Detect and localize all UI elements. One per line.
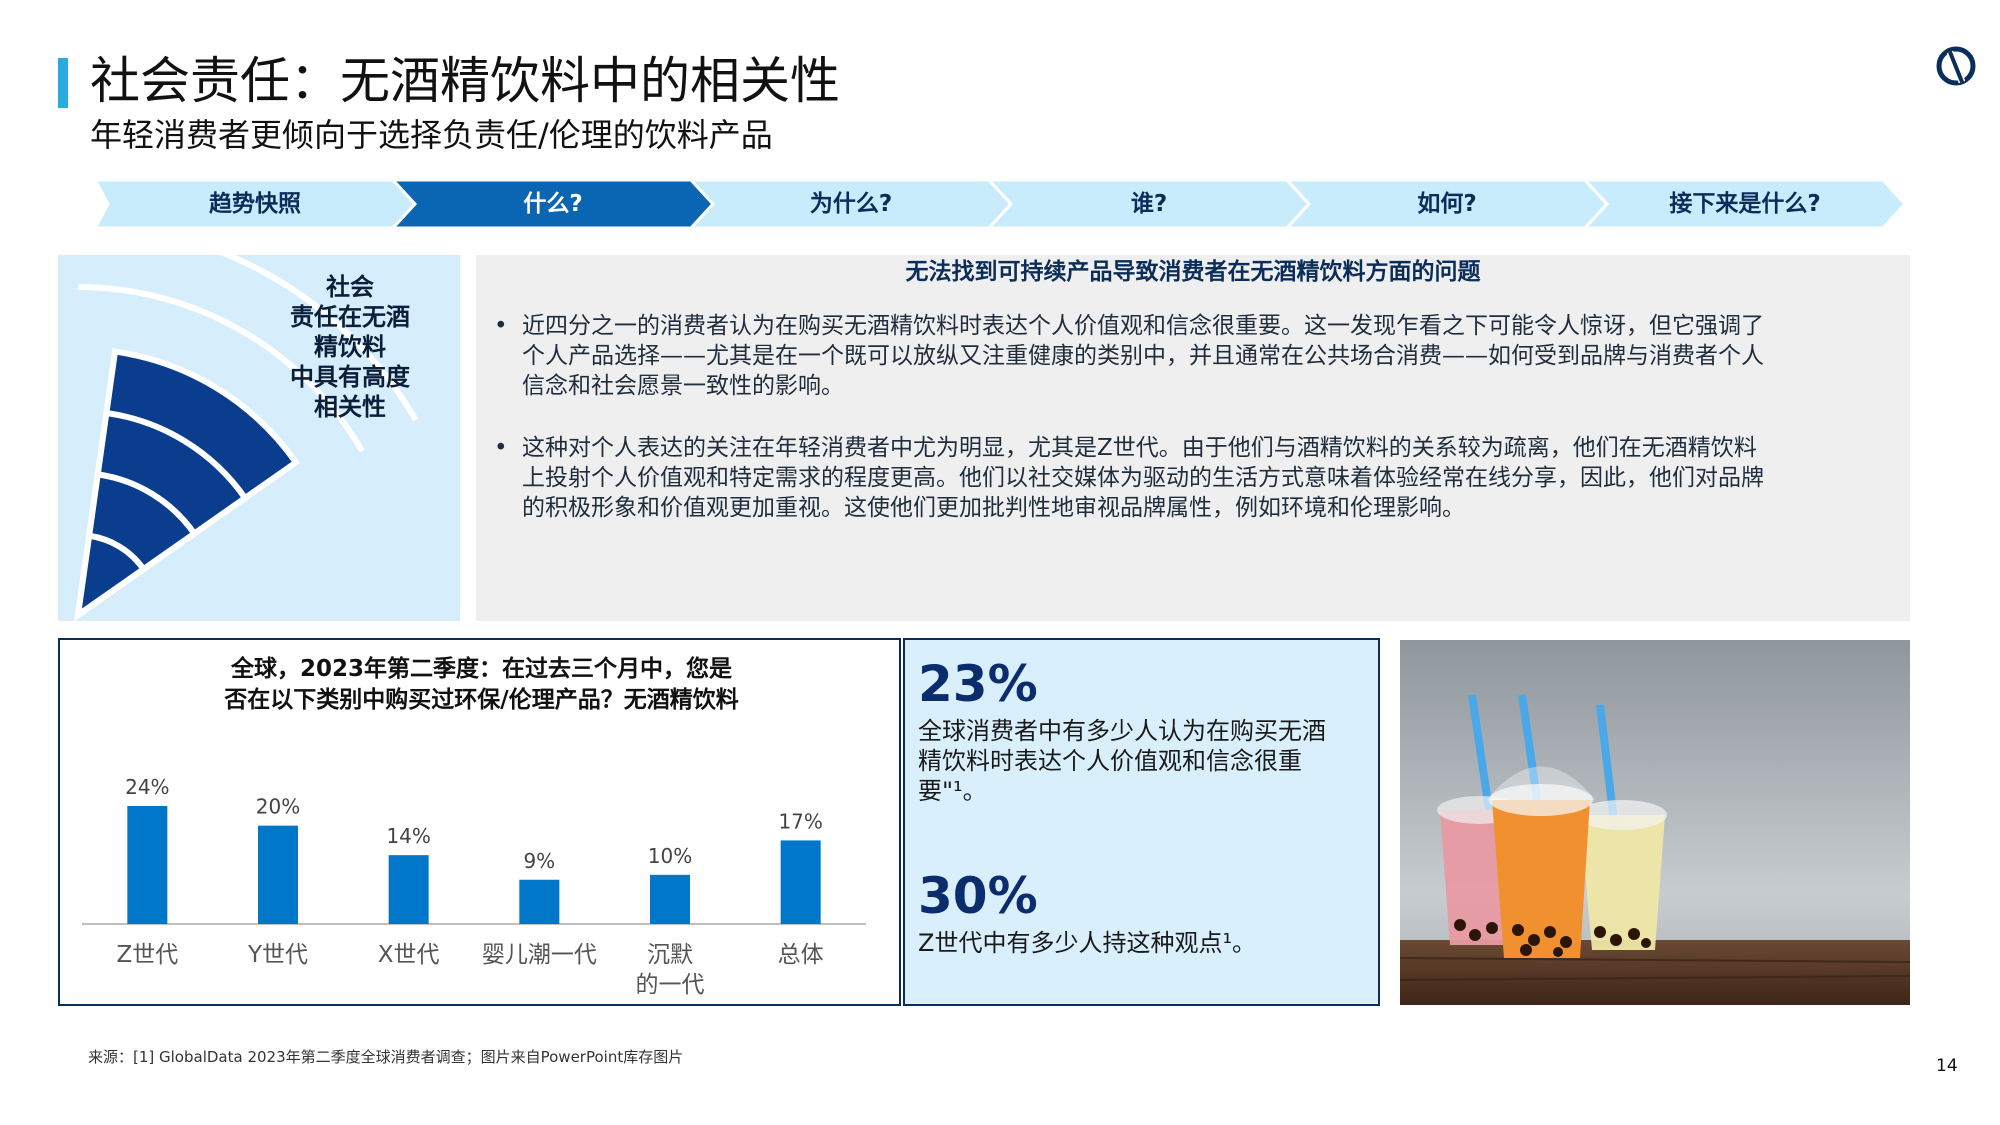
data-label: 14% [386,824,430,848]
stat-line: Z世代中有多少人持这种观点¹。 [918,929,1257,957]
bullet-line: 这种对个人表达的关注在年轻消费者中尤为明显，尤其是Z世代。由于他们与酒精饮料的关… [522,435,1757,461]
bullet-line: 信念和社会愿景一致性的影响。 [522,373,844,399]
category-label: 的一代 [636,972,705,998]
category-label: 总体 [778,942,824,968]
chart-title: 全球，2023年第二季度：在过去三个月中，您是 否在以下类别中购买过环保/伦理产… [60,654,903,716]
relevance-label: 社会 责任在无酒 精饮料 中具有高度 相关性 [250,272,450,422]
relevance-fan-icon [74,255,419,621]
page-number: 14 [1936,1056,1958,1076]
bar-4 [519,879,560,924]
chart-title-line: 全球，2023年第二季度：在过去三个月中，您是 [230,656,732,682]
bullet-line: 个人产品选择——尤其是在一个既可以放纵又注重健康的类别中，并且通常在公共场合消费… [522,343,1764,369]
nav-step-1[interactable]: 趋势快照 [209,191,301,217]
bar-1 [127,806,168,924]
stat-description: 全球消费者中有多少人认为在购买无酒 精饮料时表达个人价值观和信念很重 要"¹。 [918,716,1368,806]
stats-panel [903,638,1380,1006]
nav-step-5[interactable]: 如何? [1417,191,1477,217]
nav-step-3[interactable]: 为什么? [809,191,893,217]
nav-step-6[interactable]: 接下来是什么? [1669,191,1821,217]
relevance-level-empty [219,255,419,422]
data-label: 20% [256,795,300,819]
nav-chevron[interactable] [95,180,418,228]
insight-bullet: • 这种对个人表达的关注在年轻消费者中尤为明显，尤其是Z世代。由于他们与酒精饮料… [494,433,1894,525]
bar-6 [780,840,821,924]
bullet-dot: • [494,313,508,339]
chevron-shapes [95,180,1905,228]
bar-5 [650,874,690,924]
data-label: 10% [648,844,692,868]
category-label: 婴儿潮一代 [482,942,597,968]
stat-description: Z世代中有多少人持这种观点¹。 [918,928,1368,958]
trend-navigation: 趋势快照 什么? 为什么? 谁? 如何? 接下来是什么? [95,180,1905,228]
insight-heading: 无法找到可持续产品导致消费者在无酒精饮料方面的问题 [905,259,1481,285]
chart-title-line: 否在以下类别中购买过环保/伦理产品？无酒精饮料 [224,687,739,713]
source-note: 来源：[1] GlobalData 2023年第二季度全球消费者调查；图片来自P… [88,1048,684,1066]
relevance-label-line: 中具有高度 [290,363,410,391]
stat-line: 精饮料时表达个人价值观和信念很重 [918,747,1302,775]
nav-step-4[interactable]: 谁? [1130,191,1168,217]
category-label: Z世代 [116,942,178,968]
insight-panel [476,255,1910,621]
nav-chevron[interactable] [390,180,716,228]
bullet-line: 的积极形象和价值观更加重视。这使他们更加批判性地审视品牌属性，例如环境和伦理影响… [522,495,1465,521]
relevance-graphic [58,255,460,621]
relevance-label-line: 相关性 [314,393,386,421]
stat-value: 23% [918,655,1038,713]
nav-chevron[interactable] [688,180,1014,228]
relevance-label-line: 社会 [326,273,374,301]
insight-bullet: • 近四分之一的消费者认为在购买无酒精饮料时表达个人价值观和信念很重要。这一发现… [494,311,1894,403]
brand-logo-icon [1928,38,1984,94]
title-accent-bar [58,58,68,108]
stat-value: 30% [918,867,1038,925]
bullet-line: 近四分之一的消费者认为在购买无酒精饮料时表达个人价值观和信念很重要。这一发现乍看… [522,313,1764,339]
data-label: 9% [523,849,555,873]
bubble-tea-photo [1400,640,1910,1005]
relevance-level-filled [74,532,148,621]
data-label: 24% [125,775,169,799]
relevance-label-line: 责任在无酒 [290,303,410,331]
nav-step-2[interactable]: 什么? [523,191,583,217]
category-label: Y世代 [247,942,308,968]
bar-2 [258,825,298,924]
category-label: 沉默 [647,942,693,968]
relevance-label-line: 精饮料 [314,333,386,361]
nav-chevron[interactable] [1582,180,1905,228]
chart-panel [58,638,901,1006]
category-label: X世代 [378,942,440,968]
nav-chevron[interactable] [986,180,1312,228]
stat-line: 要"¹。 [918,777,987,805]
data-label: 17% [778,809,822,833]
bar-3 [388,855,429,924]
stat-line: 全球消费者中有多少人认为在购买无酒 [918,717,1326,745]
relevance-level-empty [77,284,365,453]
bullet-dot: • [494,435,508,461]
nav-chevron[interactable] [1284,180,1610,228]
page-subtitle: 年轻消费者更倾向于选择负责任/伦理的饮料产品 [90,116,773,154]
page-title: 社会责任：无酒精饮料中的相关性 [90,52,840,110]
bullet-line: 上投射个人价值观和特定需求的程度更高。他们以社交媒体为驱动的生活方式意味着体验经… [522,465,1764,491]
